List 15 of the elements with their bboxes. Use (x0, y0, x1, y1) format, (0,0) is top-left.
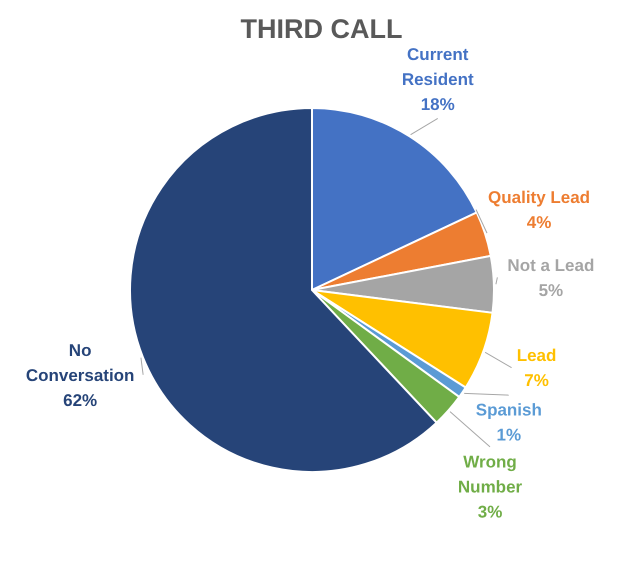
data-label: 7% (524, 370, 549, 390)
data-label: 62% (63, 390, 98, 410)
data-label: 1% (496, 425, 522, 444)
data-label: 18% (420, 94, 455, 114)
slice-label: Not a Lead (507, 255, 594, 274)
data-label: 5% (538, 280, 564, 300)
slice-label: Quality Lead (488, 188, 590, 207)
slice-label: No Conversation (26, 340, 134, 384)
chart-title: THIRD CALL (240, 14, 404, 45)
data-label: 3% (478, 502, 502, 521)
slice-label: Wrong Number (458, 452, 523, 496)
slice-label: Current Resident (402, 44, 474, 88)
slice-label: Spanish (476, 400, 542, 420)
data-label: 4% (526, 212, 552, 232)
slice-label: Lead (516, 346, 556, 365)
